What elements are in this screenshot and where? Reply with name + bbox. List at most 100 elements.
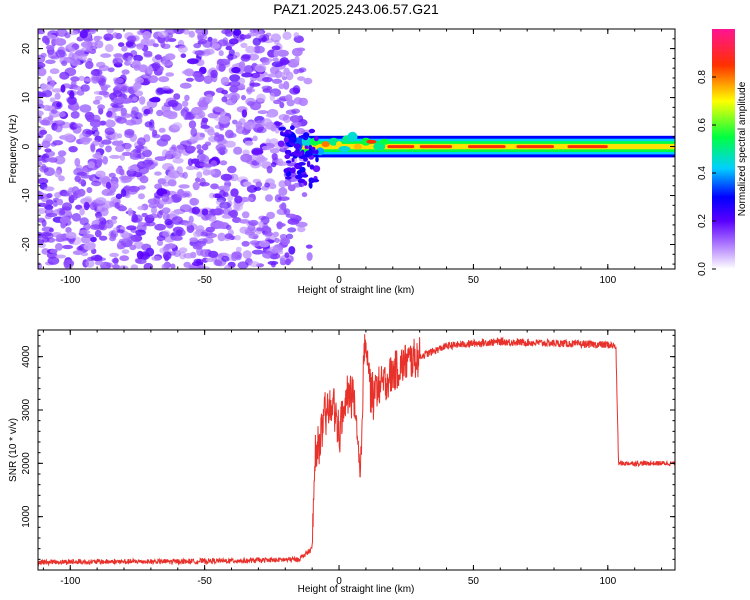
- transition-noise: [291, 157, 295, 163]
- noise-blob: [54, 155, 66, 165]
- noise-blob: [197, 238, 208, 245]
- transition-noise: [285, 129, 289, 135]
- noise-blob: [251, 147, 264, 156]
- noise-blob: [160, 134, 172, 142]
- noise-blob: [90, 143, 96, 153]
- noise-blob: [94, 261, 104, 266]
- noise-blob: [52, 140, 63, 146]
- noise-blob: [219, 201, 231, 209]
- noise-blob: [200, 124, 210, 129]
- noise-blob: [94, 151, 102, 160]
- transition-blob: [379, 138, 390, 145]
- noise-blob: [74, 157, 81, 167]
- y-tick-label: 10: [21, 92, 32, 104]
- noise-blob: [280, 202, 287, 211]
- noise-blob: [78, 55, 87, 61]
- noise-blob: [208, 135, 219, 143]
- noise-blob: [156, 239, 164, 246]
- noise-blob: [183, 222, 192, 227]
- transition-noise: [278, 126, 287, 131]
- noise-blob: [297, 76, 306, 81]
- noise-blob: [253, 45, 265, 54]
- noise-blob: [255, 29, 264, 39]
- noise-blob: [112, 264, 120, 269]
- noise-blob: [219, 160, 228, 166]
- noise-blob: [89, 224, 102, 231]
- noise-blob: [94, 35, 103, 41]
- noise-blob: [261, 145, 272, 151]
- noise-blob: [65, 231, 77, 239]
- noise-blob: [132, 96, 138, 102]
- noise-blob: [139, 175, 149, 184]
- noise-blob: [301, 192, 308, 198]
- noise-blob: [45, 157, 57, 162]
- noise-blob: [54, 92, 61, 100]
- noise-blob: [54, 38, 67, 46]
- noise-blob: [41, 226, 54, 233]
- noise-blob: [127, 165, 139, 172]
- noise-blob: [286, 233, 294, 240]
- noise-blob: [167, 111, 178, 117]
- noise-blob: [106, 110, 113, 118]
- noise-blob: [60, 84, 66, 93]
- noise-blob: [118, 265, 129, 269]
- noise-blob: [192, 181, 200, 191]
- noise-blob: [284, 252, 290, 259]
- noise-blob: [164, 174, 177, 182]
- noise-blob: [269, 148, 280, 154]
- noise-blob: [95, 197, 107, 204]
- noise-blob: [101, 139, 112, 145]
- noise-blob: [138, 193, 145, 200]
- noise-blob: [255, 181, 263, 188]
- noise-blob: [49, 248, 58, 254]
- noise-blob: [287, 227, 297, 233]
- noise-blob: [82, 233, 95, 239]
- noise-blob: [136, 43, 145, 50]
- snr-x-ticks: -100 -50 0 50 100: [38, 330, 675, 587]
- noise-blob: [170, 263, 176, 269]
- x-tick-label: 0: [336, 576, 342, 587]
- noise-blob: [108, 172, 116, 178]
- noise-blob: [65, 227, 72, 234]
- noise-blob: [294, 55, 300, 64]
- transition-noise: [304, 145, 309, 149]
- noise-blob: [184, 94, 190, 102]
- y-tick-label: 3000: [21, 398, 32, 421]
- noise-blob: [47, 256, 60, 265]
- noise-blob: [156, 235, 166, 241]
- noise-blob: [128, 235, 136, 244]
- x-tick-label: -50: [197, 275, 212, 286]
- noise-blob: [141, 163, 152, 168]
- noise-blob: [38, 54, 46, 64]
- noise-blob: [197, 149, 204, 155]
- noise-blob: [162, 212, 170, 221]
- noise-blob: [208, 214, 217, 222]
- noise-blob: [261, 85, 273, 91]
- noise-blob: [60, 222, 66, 229]
- noise-blob: [261, 118, 273, 127]
- transition-noise: [299, 166, 306, 173]
- noise-blob: [230, 188, 239, 197]
- noise-blob: [186, 145, 197, 152]
- noise-blob: [218, 50, 224, 57]
- noise-blob: [95, 215, 105, 222]
- noise-blob: [109, 252, 119, 258]
- noise-blob: [178, 45, 188, 53]
- noise-blob: [162, 251, 172, 261]
- noise-blob: [173, 29, 185, 35]
- noise-blob: [85, 259, 95, 268]
- noise-blob: [285, 109, 297, 115]
- noise-blob: [157, 178, 167, 185]
- noise-blob: [233, 202, 243, 212]
- noise-blob: [272, 57, 279, 62]
- noise-blob: [71, 80, 77, 87]
- noise-blob: [199, 132, 205, 138]
- noise-blob: [252, 235, 258, 240]
- transition-noise: [285, 160, 292, 164]
- noise-blob: [105, 145, 112, 153]
- noise-blob: [57, 150, 67, 157]
- colorbar-ticks: 0.0 0.2 0.4 0.6 0.8: [697, 70, 716, 276]
- transition-noise: [303, 157, 308, 162]
